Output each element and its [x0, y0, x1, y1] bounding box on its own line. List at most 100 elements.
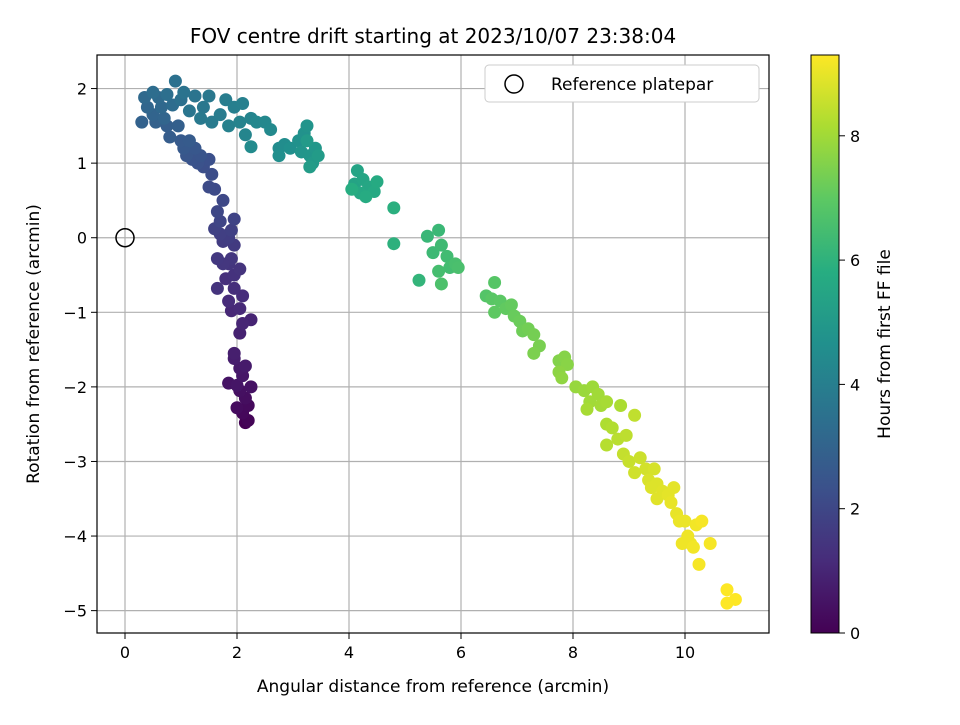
- data-point: [580, 402, 594, 416]
- data-point: [236, 316, 250, 330]
- legend-marker-icon: [504, 74, 524, 94]
- x-tick-label: 10: [675, 643, 695, 662]
- data-point: [300, 134, 314, 148]
- y-tick-label: −1: [63, 303, 87, 322]
- colorbar: 0 2 4 6 8 Hours from first FF file: [810, 54, 895, 643]
- y-tick-label: 1: [77, 154, 87, 173]
- data-point: [650, 492, 664, 506]
- data-point: [230, 378, 244, 392]
- data-point: [628, 466, 642, 480]
- data-point: [163, 130, 177, 144]
- x-tick-label: 0: [120, 643, 130, 662]
- data-point: [432, 223, 446, 237]
- x-tick-label: 8: [568, 643, 578, 662]
- data-point: [196, 100, 210, 114]
- data-point: [527, 328, 541, 342]
- data-point: [387, 237, 401, 251]
- data-point: [345, 182, 359, 196]
- y-tick-label: −3: [63, 452, 87, 471]
- data-point: [647, 462, 661, 476]
- data-point: [664, 495, 678, 509]
- data-point: [236, 96, 250, 110]
- data-point: [213, 108, 227, 122]
- y-tick-label: −4: [63, 527, 87, 546]
- data-point: [160, 88, 174, 102]
- colorbar-tick-label: 2: [850, 500, 860, 519]
- data-point: [591, 387, 605, 401]
- data-point: [434, 238, 448, 252]
- x-tick-label: 2: [232, 643, 242, 662]
- data-point: [678, 514, 692, 528]
- legend-box: [484, 64, 760, 103]
- data-point: [303, 160, 317, 174]
- data-point: [238, 359, 252, 373]
- data-point: [432, 264, 446, 278]
- data-point: [555, 371, 569, 385]
- data-point: [194, 111, 208, 125]
- colorbar-tick-label: 4: [850, 375, 860, 394]
- data-point: [236, 289, 250, 303]
- data-point: [527, 346, 541, 360]
- data-point: [135, 115, 149, 129]
- colorbar-label: Hours from first FF file: [875, 249, 895, 439]
- data-point: [600, 395, 614, 409]
- colorbar-tick-label: 6: [850, 251, 860, 270]
- data-point: [244, 140, 258, 154]
- data-point: [157, 111, 171, 125]
- grid-lines: [97, 55, 769, 633]
- data-point: [628, 408, 642, 422]
- x-axis-ticks: 0 2 4 6 8 10: [120, 633, 695, 662]
- data-point: [233, 262, 247, 276]
- data-point: [230, 401, 244, 415]
- data-point: [440, 249, 454, 263]
- data-point: [720, 583, 734, 597]
- data-point: [644, 481, 658, 495]
- data-point: [210, 205, 224, 219]
- data-point: [434, 277, 448, 291]
- data-point: [227, 281, 241, 295]
- data-point: [227, 346, 241, 360]
- data-point: [210, 281, 224, 295]
- data-point: [488, 305, 502, 319]
- data-point: [238, 128, 252, 142]
- data-point: [504, 298, 518, 312]
- chart-title: FOV centre drift starting at 2023/10/07 …: [190, 24, 676, 48]
- y-axis-label: Rotation from reference (arcmin): [24, 204, 44, 484]
- colorbar-gradient: [810, 54, 840, 634]
- data-point: [605, 421, 619, 435]
- data-point: [244, 380, 258, 394]
- data-point: [205, 167, 219, 181]
- data-point: [426, 246, 440, 260]
- data-point: [182, 104, 196, 118]
- data-point: [359, 190, 373, 204]
- data-point: [171, 119, 185, 133]
- y-axis-ticks: 2 1 0 −1 −2 −3 −4 −5: [63, 80, 97, 621]
- colorbar-tick-label: 0: [850, 624, 860, 643]
- data-point: [667, 481, 681, 495]
- data-point: [177, 85, 191, 99]
- data-point: [283, 141, 297, 155]
- data-point: [675, 537, 689, 551]
- data-point: [692, 557, 706, 571]
- data-point: [420, 229, 434, 243]
- data-point: [202, 180, 216, 194]
- y-tick-label: 0: [77, 229, 87, 248]
- x-tick-label: 4: [344, 643, 354, 662]
- data-point: [311, 149, 325, 163]
- colorbar-tick-label: 8: [850, 127, 860, 146]
- plot-frame: [96, 54, 770, 634]
- data-point: [233, 115, 247, 129]
- data-point: [264, 123, 278, 137]
- data-point: [272, 149, 286, 163]
- data-point: [412, 273, 426, 287]
- data-points: [135, 74, 742, 610]
- legend-entry: Reference platepar: [551, 75, 713, 95]
- data-point: [168, 74, 182, 88]
- reference-marker: [115, 227, 135, 248]
- data-point: [614, 399, 628, 413]
- data-point: [210, 252, 224, 266]
- data-point: [622, 454, 636, 468]
- data-point: [202, 89, 216, 103]
